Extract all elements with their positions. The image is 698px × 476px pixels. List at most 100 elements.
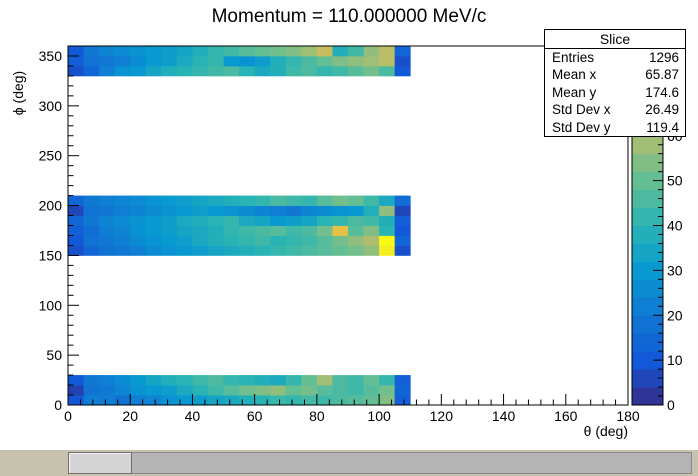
heatmap-cell xyxy=(379,216,395,226)
heatmap-cell xyxy=(130,216,146,226)
heatmap-cell xyxy=(255,56,271,66)
stats-value: 65.87 xyxy=(645,66,679,83)
heatmap-cell xyxy=(270,385,286,395)
heatmap-cell xyxy=(208,46,224,56)
heatmap-cell xyxy=(68,66,84,76)
heatmap-cell xyxy=(68,245,84,255)
heatmap-cell xyxy=(68,235,84,245)
heatmap-cell xyxy=(146,206,162,216)
scrollbar-track[interactable] xyxy=(68,452,692,474)
heatmap-cell xyxy=(239,385,255,395)
heatmap-cell xyxy=(286,66,302,76)
heatmap-cell xyxy=(84,375,100,385)
heatmap-cell xyxy=(224,46,240,56)
heatmap-cell xyxy=(224,235,240,245)
heatmap-cell xyxy=(115,66,131,76)
heatmap-cell xyxy=(301,66,317,76)
heatmap-cell xyxy=(317,235,333,245)
heatmap-cell xyxy=(68,395,84,405)
heatmap-cell xyxy=(161,385,177,395)
stats-value: 26.49 xyxy=(645,101,679,118)
heatmap-cell xyxy=(146,216,162,226)
x-tick-label: 60 xyxy=(247,408,263,424)
heatmap-cell xyxy=(270,196,286,206)
y-axis-label: ϕ (deg) xyxy=(10,71,26,115)
heatmap-cell xyxy=(68,216,84,226)
heatmap-cell xyxy=(239,235,255,245)
heatmap-cell xyxy=(364,206,380,216)
heatmap-cell xyxy=(286,375,302,385)
heatmap-cell xyxy=(177,245,193,255)
heatmap-cell xyxy=(161,226,177,236)
heatmap-cell xyxy=(192,206,208,216)
heatmap-cell xyxy=(99,196,115,206)
z-tick-label: 50 xyxy=(667,173,683,189)
heatmap-cell xyxy=(379,206,395,216)
z-tick-label: 40 xyxy=(667,218,683,234)
heatmap-cell xyxy=(224,206,240,216)
x-tick-label: 0 xyxy=(64,408,72,424)
heatmap-cell xyxy=(395,385,411,395)
heatmap-cell xyxy=(130,395,146,405)
x-tick-label: 180 xyxy=(616,408,640,424)
heatmap-cell xyxy=(286,196,302,206)
heatmap-cell xyxy=(332,216,348,226)
heatmap-cell xyxy=(68,226,84,236)
heatmap-cell xyxy=(208,216,224,226)
heatmap-cell xyxy=(317,375,333,385)
heatmap-cell xyxy=(301,235,317,245)
heatmap-cell xyxy=(99,66,115,76)
heatmap-cell xyxy=(286,395,302,405)
heatmap-cell xyxy=(301,245,317,255)
heatmap-cell xyxy=(255,206,271,216)
heatmap-cell xyxy=(99,235,115,245)
heatmap-cell xyxy=(239,56,255,66)
heatmap-cell xyxy=(255,226,271,236)
stats-title: Slice xyxy=(545,30,685,49)
heatmap-cell xyxy=(161,56,177,66)
heatmap-cell xyxy=(364,226,380,236)
heatmap-cell xyxy=(177,235,193,245)
heatmap-cell xyxy=(317,395,333,405)
heatmap-cell xyxy=(395,206,411,216)
heatmap-cell xyxy=(99,56,115,66)
heatmap-cell xyxy=(161,46,177,56)
heatmap-cell xyxy=(224,66,240,76)
heatmap-cell xyxy=(301,226,317,236)
heatmap-cell xyxy=(270,66,286,76)
heatmap-cell xyxy=(301,56,317,66)
heatmap-cell xyxy=(286,216,302,226)
heatmap-cell xyxy=(146,46,162,56)
heatmap-cell xyxy=(99,245,115,255)
heatmap-cell xyxy=(395,245,411,255)
x-tick-label: 20 xyxy=(122,408,138,424)
heatmap-cell xyxy=(239,66,255,76)
heatmap-cell xyxy=(379,395,395,405)
heatmap-cell xyxy=(208,235,224,245)
heatmap-cell xyxy=(270,216,286,226)
heatmap-cell xyxy=(177,395,193,405)
z-tick-label: 20 xyxy=(667,307,683,323)
heatmap-cell xyxy=(364,375,380,385)
heatmap-cell xyxy=(161,395,177,405)
horizontal-scrollbar[interactable] xyxy=(0,450,698,476)
heatmap-cell xyxy=(130,235,146,245)
heatmap-cell xyxy=(224,216,240,226)
heatmap-cell xyxy=(270,226,286,236)
heatmap-cell xyxy=(115,375,131,385)
heatmap-cell xyxy=(68,196,84,206)
heatmap-cell xyxy=(301,46,317,56)
y-tick-label: 200 xyxy=(39,198,63,214)
heatmap-cell xyxy=(146,395,162,405)
heatmap-cell xyxy=(332,196,348,206)
heatmap-cell xyxy=(239,46,255,56)
heatmap-cell xyxy=(348,375,364,385)
heatmap-cell xyxy=(317,66,333,76)
heatmap-cell xyxy=(130,46,146,56)
heatmap-cell xyxy=(255,385,271,395)
heatmap-cell xyxy=(332,375,348,385)
z-tick-label: 30 xyxy=(667,262,683,278)
heatmap-cell xyxy=(208,375,224,385)
scrollbar-thumb[interactable] xyxy=(68,452,132,474)
heatmap-cell xyxy=(99,206,115,216)
